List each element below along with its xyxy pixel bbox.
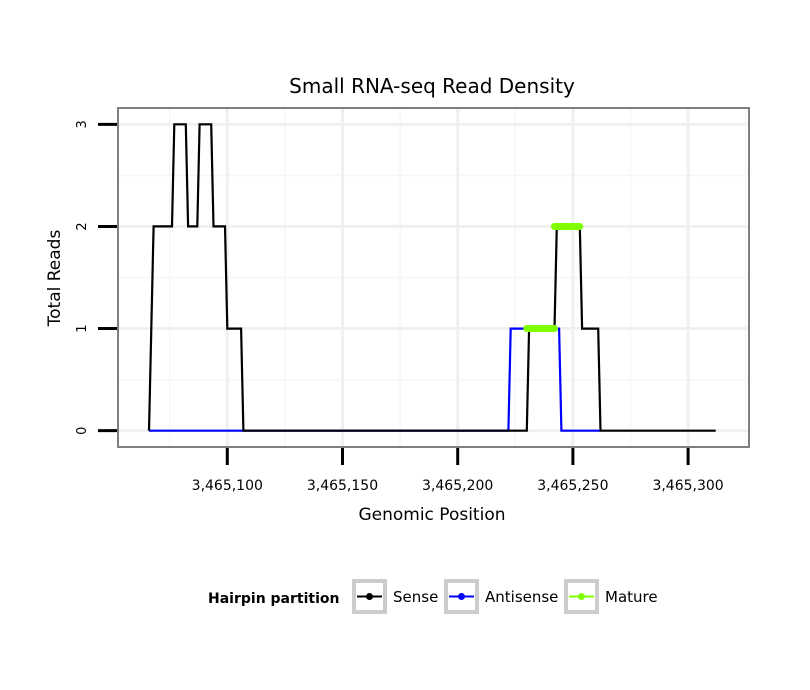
x-axis: 3,465,100 3,465,150 3,465,200 3,465,250 3,46… xyxy=(192,448,724,494)
x-tick-label: 3,465,200 xyxy=(422,478,493,494)
legend-key-point xyxy=(366,593,373,600)
legend-label: Antisense xyxy=(485,588,558,606)
y-tick-label: 1 xyxy=(75,324,90,332)
legend-key-point xyxy=(458,593,465,600)
legend-label: Mature xyxy=(605,588,658,606)
y-axis: 0 1 2 3 xyxy=(75,120,117,435)
x-axis-label: Genomic Position xyxy=(358,505,505,525)
legend-key-point xyxy=(578,593,585,600)
legend-item-antisense: Antisense xyxy=(444,579,558,614)
chart-title: Small RNA-seq Read Density xyxy=(289,74,575,98)
x-tick-label: 3,465,250 xyxy=(537,478,608,494)
data-series xyxy=(147,123,716,432)
series-sense-line xyxy=(147,123,716,432)
y-axis-label: Total Reads xyxy=(45,230,65,328)
legend-item-mature: Mature xyxy=(564,579,658,614)
x-tick-label: 3,465,300 xyxy=(652,478,723,494)
legend-label: Sense xyxy=(393,588,438,606)
legend: Hairpin partition Sense Antisense Mature xyxy=(208,579,658,614)
legend-item-sense: Sense xyxy=(352,579,438,614)
y-tick-label: 3 xyxy=(75,120,90,128)
legend-title: Hairpin partition xyxy=(208,591,339,607)
x-tick-label: 3,465,100 xyxy=(192,478,263,494)
y-tick-label: 0 xyxy=(75,427,90,435)
x-tick-label: 3,465,150 xyxy=(307,478,378,494)
y-tick-label: 2 xyxy=(75,222,90,230)
grid xyxy=(119,109,748,446)
